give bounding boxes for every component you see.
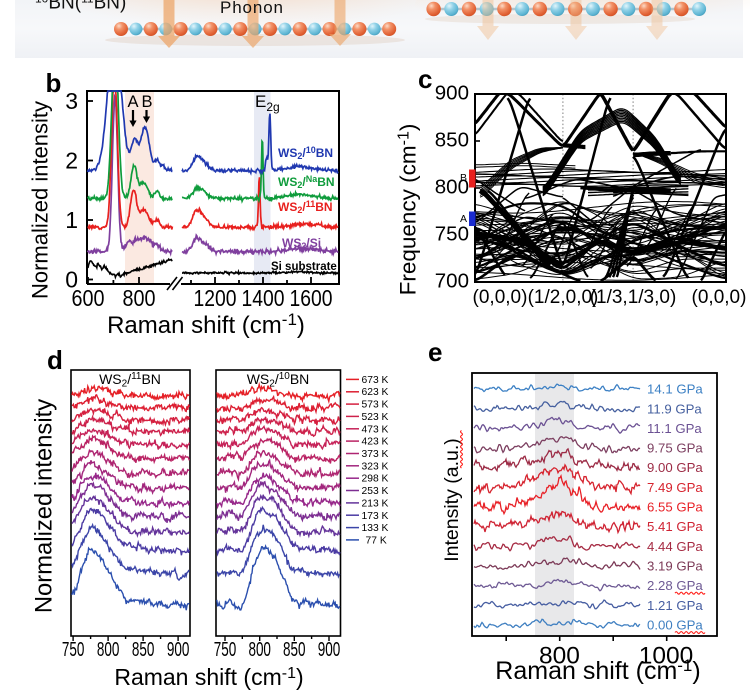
svg-text:213 K: 213 K [362, 498, 389, 509]
svg-text:700: 700 [435, 270, 469, 293]
svg-text:750: 750 [214, 638, 237, 661]
svg-text:373 K: 373 K [362, 449, 389, 460]
svg-text:14.1 GPa: 14.1 GPa [647, 382, 703, 397]
svg-text:A: A [460, 213, 467, 225]
svg-text:WS2/11BN: WS2/11BN [278, 199, 333, 215]
svg-text:750: 750 [435, 223, 469, 246]
svg-text:673 K: 673 K [362, 375, 389, 386]
svg-text:e: e [428, 337, 442, 367]
svg-text:253 K: 253 K [362, 486, 389, 497]
svg-text:473 K: 473 K [362, 424, 389, 435]
svg-text:9.75 GPa: 9.75 GPa [647, 441, 703, 456]
svg-text:298 K: 298 K [362, 474, 389, 485]
svg-text:1200: 1200 [194, 285, 237, 311]
svg-text:3.19 GPa: 3.19 GPa [647, 559, 703, 574]
svg-text:573 K: 573 K [362, 400, 389, 411]
svg-text:1: 1 [65, 207, 78, 233]
svg-text:WS2/10BN: WS2/10BN [247, 371, 310, 390]
svg-text:800: 800 [123, 285, 156, 311]
svg-text:WS2/10BN: WS2/10BN [278, 145, 333, 161]
svg-text:1600: 1600 [290, 285, 333, 311]
svg-text:B: B [460, 172, 467, 184]
svg-text:2.28 GPa: 2.28 GPa [647, 578, 703, 593]
svg-text:9.00 GPa: 9.00 GPa [647, 460, 703, 475]
svg-text:623 K: 623 K [362, 387, 389, 398]
svg-text:0: 0 [65, 267, 78, 293]
svg-text:77 K: 77 K [366, 535, 387, 546]
svg-text:6.55 GPa: 6.55 GPa [647, 500, 703, 515]
svg-text:1.21 GPa: 1.21 GPa [647, 598, 703, 613]
svg-text:2: 2 [65, 148, 78, 174]
svg-text:900: 900 [318, 638, 341, 661]
svg-text:Raman shift (cm-1): Raman shift (cm-1) [114, 664, 303, 690]
svg-text:323 K: 323 K [362, 461, 389, 472]
svg-text:Frequency (cm-1): Frequency (cm-1) [396, 124, 421, 296]
svg-text:850: 850 [132, 638, 155, 661]
svg-text:900: 900 [435, 82, 469, 105]
svg-text:800: 800 [97, 638, 120, 661]
svg-text:Normalized intensity: Normalized intensity [31, 399, 58, 613]
svg-text:523 K: 523 K [362, 412, 389, 423]
svg-text:WS2/Si: WS2/Si [282, 236, 321, 251]
svg-text:WS2/11BN: WS2/11BN [99, 371, 161, 390]
svg-text:10BN(11BN): 10BN(11BN) [35, 0, 126, 14]
svg-text:WS2/NaBN: WS2/NaBN [278, 174, 335, 190]
svg-text:4.44 GPa: 4.44 GPa [647, 539, 703, 554]
svg-text:b: b [46, 68, 62, 98]
svg-text:B: B [141, 93, 152, 111]
svg-text:1000: 1000 [639, 643, 694, 670]
svg-text:Raman shift (cm-1): Raman shift (cm-1) [107, 310, 305, 339]
svg-text:A: A [127, 93, 138, 111]
svg-text:850: 850 [283, 638, 306, 661]
svg-text:1400: 1400 [242, 285, 285, 311]
svg-text:(1/2,0,0): (1/2,0,0) [528, 287, 599, 308]
svg-text:133 K: 133 K [362, 523, 389, 534]
svg-text:3: 3 [65, 88, 78, 114]
svg-text:11.9 GPa: 11.9 GPa [647, 401, 702, 416]
svg-text:0.00 GPa: 0.00 GPa [647, 618, 703, 633]
svg-text:600: 600 [72, 285, 105, 311]
svg-text:800: 800 [539, 643, 580, 670]
svg-text:800: 800 [435, 176, 469, 199]
svg-text:c: c [418, 64, 432, 94]
svg-text:Intensity (a.u.): Intensity (a.u.) [441, 438, 463, 562]
svg-text:7.49 GPa: 7.49 GPa [647, 480, 703, 495]
svg-text:(0,0,0): (0,0,0) [692, 287, 747, 308]
svg-text:Si substrate: Si substrate [271, 261, 337, 273]
svg-text:173 K: 173 K [362, 511, 389, 522]
svg-text:d: d [47, 345, 63, 375]
svg-text:800: 800 [248, 638, 271, 661]
svg-text:11.1 GPa: 11.1 GPa [647, 421, 702, 436]
svg-text:900: 900 [167, 638, 190, 661]
svg-text:Normalized intensity: Normalized intensity [28, 101, 53, 299]
svg-text:Raman shift (cm-1): Raman shift (cm-1) [495, 656, 700, 685]
svg-text:Phonon: Phonon [220, 0, 283, 17]
svg-text:750: 750 [62, 638, 85, 661]
svg-text:423 K: 423 K [362, 437, 389, 448]
svg-text:(1/3,1/3,0): (1/3,1/3,0) [590, 287, 677, 308]
svg-text:850: 850 [435, 129, 469, 152]
svg-text:(0,0,0): (0,0,0) [473, 287, 528, 308]
svg-text:5.41 GPa: 5.41 GPa [647, 519, 703, 534]
